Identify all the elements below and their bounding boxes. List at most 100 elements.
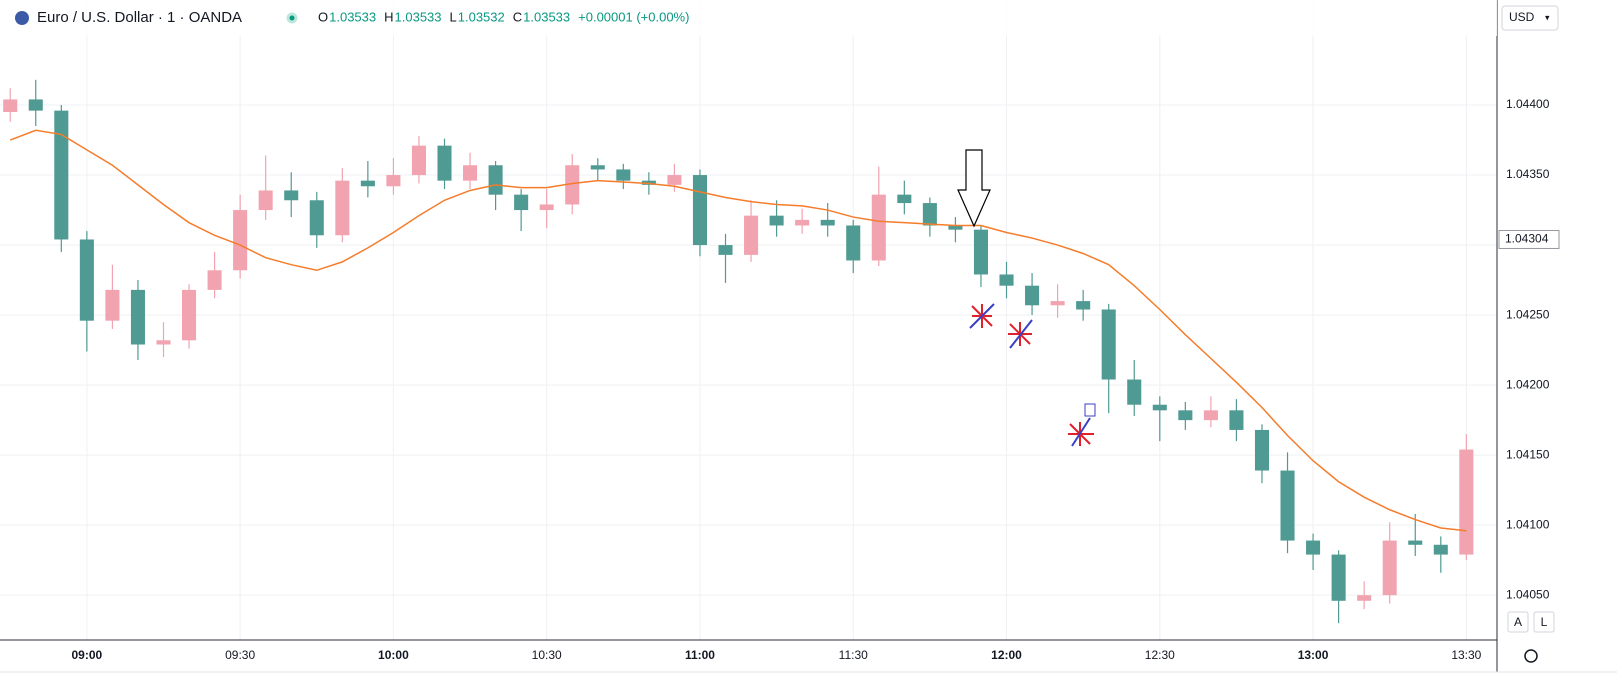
candle-body bbox=[54, 110, 69, 240]
candle-body bbox=[1050, 301, 1065, 306]
moving-average bbox=[9, 129, 1467, 532]
last-price-box bbox=[1498, 229, 1560, 249]
candle-body bbox=[769, 215, 784, 226]
x-tick-label: 13:30 bbox=[1451, 648, 1481, 662]
candle-body bbox=[463, 165, 478, 181]
candle-body bbox=[1254, 429, 1270, 471]
candle-body bbox=[411, 145, 426, 176]
candle-body bbox=[207, 270, 222, 290]
x-tick-label: 10:00 bbox=[378, 648, 409, 662]
candle-body bbox=[795, 219, 810, 226]
y-tick-label: 1.04250 bbox=[1506, 307, 1550, 321]
symbol-icon bbox=[15, 11, 29, 25]
candle-body bbox=[1178, 410, 1193, 421]
ohlc-key: L bbox=[450, 9, 457, 24]
candle-body bbox=[565, 165, 580, 205]
currency-button[interactable] bbox=[1501, 5, 1559, 31]
ohlc-value: 1.03533 bbox=[523, 9, 570, 24]
log-button[interactable] bbox=[1533, 611, 1555, 633]
ohlc-key: H bbox=[384, 9, 393, 24]
candle-body bbox=[590, 165, 605, 170]
candle-body bbox=[820, 219, 835, 226]
candle-body bbox=[1280, 470, 1295, 541]
candle-body bbox=[1459, 449, 1474, 555]
candle-body bbox=[488, 165, 503, 195]
ohlc-change: +0.00001 (+0.00%) bbox=[578, 9, 689, 24]
candle-body bbox=[182, 289, 197, 341]
y-tick-label: 1.04100 bbox=[1506, 517, 1550, 531]
candle-body bbox=[1076, 301, 1091, 310]
ohlc-value: 1.03533 bbox=[329, 9, 376, 24]
x-tick-label: 09:00 bbox=[72, 648, 103, 662]
market-status bbox=[286, 12, 298, 24]
candle-body bbox=[1025, 285, 1040, 306]
candle-body bbox=[437, 145, 452, 181]
marker-annotation bbox=[969, 303, 1096, 447]
plot bbox=[3, 79, 1474, 624]
candle-body bbox=[258, 190, 273, 211]
ohlc: O 1.03533 H 1.03533 L 1.03532 C 1.03533 +0.00001… bbox=[318, 9, 689, 24]
candle-body bbox=[1306, 540, 1321, 555]
symbol[interactable]: Euro / U.S. Dollar · 1 · OANDA bbox=[37, 9, 242, 26]
currency-caret: ▾ bbox=[1545, 12, 1550, 22]
candle-body bbox=[667, 175, 682, 185]
x-tick-label: 11:30 bbox=[839, 648, 868, 662]
candle-body bbox=[539, 204, 554, 211]
candle-body bbox=[897, 194, 912, 204]
candle-body bbox=[79, 239, 94, 321]
candle-body bbox=[1152, 404, 1167, 411]
arrow-annotation bbox=[957, 149, 991, 228]
ohlc-key: O bbox=[318, 9, 328, 24]
x-tick-label: 11:00 bbox=[685, 648, 715, 662]
y-tick-label: 1.04050 bbox=[1506, 587, 1550, 601]
x-tick-label: 13:00 bbox=[1298, 648, 1329, 662]
candle-body bbox=[386, 175, 401, 187]
candle-body bbox=[718, 245, 733, 255]
candle-body bbox=[360, 180, 375, 187]
auto-label[interactable]: A bbox=[1514, 615, 1522, 629]
x-tick-label: 12:30 bbox=[1145, 648, 1175, 662]
candle-body bbox=[846, 225, 861, 261]
y-tick-label: 1.04200 bbox=[1506, 377, 1550, 391]
candle-body bbox=[514, 194, 529, 211]
candle-body bbox=[1203, 410, 1218, 421]
header-bg bbox=[0, 0, 1497, 36]
candle-body bbox=[1331, 554, 1346, 601]
candle-body bbox=[130, 289, 145, 345]
candle-body bbox=[948, 225, 963, 230]
candle-body bbox=[922, 203, 937, 226]
candle-body bbox=[284, 190, 299, 201]
ohlc-value: 1.03532 bbox=[458, 9, 505, 24]
candle-body bbox=[616, 169, 631, 181]
last-price-label: 1.04304 bbox=[1505, 232, 1549, 246]
candle-body bbox=[1408, 540, 1423, 545]
y-tick-label: 1.04400 bbox=[1506, 97, 1550, 111]
candle-body bbox=[156, 340, 171, 345]
candle-body bbox=[309, 200, 324, 236]
x-tick-label: 09:30 bbox=[225, 648, 255, 662]
ohlc-key: C bbox=[513, 9, 522, 24]
candle-body bbox=[105, 289, 120, 321]
candle-body bbox=[744, 215, 759, 255]
y-tick-label: 1.04150 bbox=[1506, 447, 1550, 461]
candle-body bbox=[1382, 540, 1397, 596]
auto-button[interactable] bbox=[1507, 611, 1529, 633]
currency[interactable]: USD bbox=[1509, 10, 1535, 24]
candle-body bbox=[1433, 544, 1448, 555]
log-label[interactable]: L bbox=[1541, 615, 1548, 629]
candle-body bbox=[28, 99, 43, 111]
x-tick-label: 12:00 bbox=[991, 648, 1022, 662]
candle-body bbox=[871, 194, 886, 261]
candle-body bbox=[1229, 410, 1244, 430]
candle-body bbox=[1101, 309, 1116, 380]
x-tick-label: 10:30 bbox=[532, 648, 562, 662]
ohlc-value: 1.03533 bbox=[395, 9, 442, 24]
candle-body bbox=[692, 175, 707, 246]
candle-body bbox=[1127, 379, 1142, 405]
candle-body bbox=[335, 180, 350, 236]
settings-icon[interactable] bbox=[1524, 649, 1538, 663]
candle-body bbox=[233, 210, 248, 271]
candle-body bbox=[3, 99, 18, 113]
